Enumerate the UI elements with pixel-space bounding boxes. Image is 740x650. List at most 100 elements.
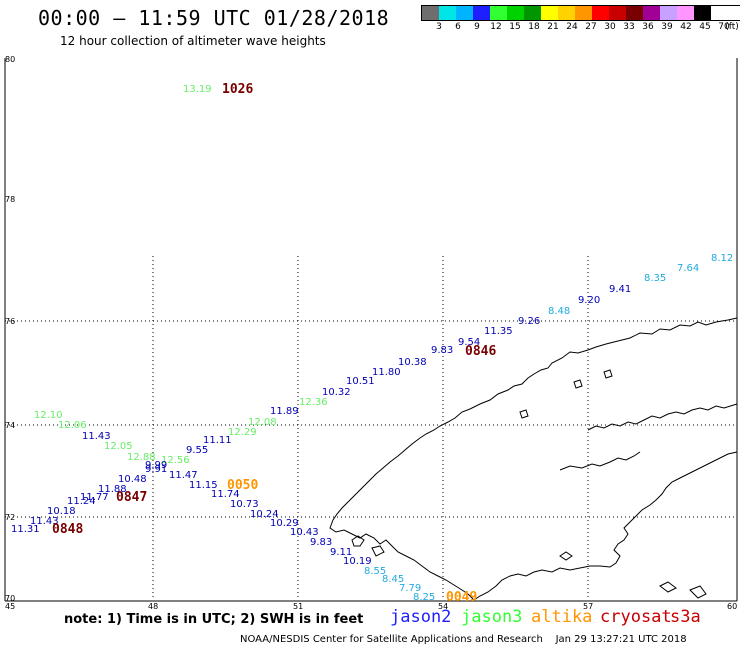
swh-value: 9.83 [310,537,332,548]
colorbar-label: 3 [436,22,442,32]
swh-value: 11.47 [169,470,198,481]
colorbar-label: 6 [455,22,461,32]
legend-altika: altika [531,607,593,627]
colorbar-swatch [507,6,524,20]
colorbar-swatch [677,6,694,20]
swh-value: 11.43 [82,431,111,442]
lon-tick-57: 57 [583,602,593,611]
swh-value: 9.11 [330,547,352,558]
wave-height-colorbar: 3 6 9 12 15 18 21 24 27 30 33 36 39 42 45 70 (ft) [421,5,740,33]
island-3 [559,551,573,561]
colorbar-label: 30 [604,22,616,32]
swh-value: 10.19 [343,556,372,567]
coastline-inner [473,451,738,601]
island-4 [659,581,677,593]
colorbar-swatch [660,6,677,20]
colorbar-label: 36 [642,22,654,32]
pass-time-label: 0848 [52,522,83,537]
swh-value: 8.55 [364,566,386,577]
colorbar-labels: 3 6 9 12 15 18 21 24 27 30 33 36 39 42 45 70 (ft) [421,21,740,33]
swh-value: 11.89 [270,406,299,417]
island-5 [689,585,707,599]
swh-value: 8.12 [711,253,733,264]
swh-value: 9.83 [431,345,453,356]
pass-time-label: 0050 [227,478,258,493]
colorbar-label: (ft) [725,22,739,32]
map-subtitle: 12 hour collection of altimeter wave hei… [60,34,326,48]
colorbar-label: 24 [566,22,578,32]
colorbar-swatch [609,6,626,20]
swh-value: 7.79 [399,583,421,594]
colorbar-label: 33 [623,22,635,32]
swh-value: 10.29 [270,518,299,529]
swh-value: 11.15 [189,480,218,491]
swh-value: 10.32 [322,387,351,398]
swh-value: 10.51 [346,376,375,387]
colorbar-swatch [558,6,575,20]
swh-value: 9.26 [518,316,540,327]
legend-s3a: s3a [670,607,701,627]
swh-value: 11.24 [67,496,96,507]
lat-tick-76: 76 [5,317,15,326]
colorbar-label: 9 [474,22,480,32]
lon-tick-60: 60 [727,602,737,611]
swh-value: 11.77 [80,492,109,503]
swh-value: 12.05 [104,441,133,452]
swh-value: 12.88 [127,452,156,463]
lat-tick-78: 78 [5,195,15,204]
swh-value: 13.19 [183,84,212,95]
colorbar-swatch [524,6,541,20]
island-6 [519,409,529,419]
legend-jason2: jason2 [390,607,452,627]
swh-value: 11.80 [372,367,401,378]
swh-value: 8.35 [644,273,666,284]
legend-cryosat: cryosat [600,607,672,627]
colorbar-label: 39 [661,22,673,32]
swh-value: 7.64 [677,263,699,274]
island-8 [603,369,613,379]
swh-value: 11.35 [484,326,513,337]
swh-value: 10.24 [250,509,279,520]
lat-tick-80: 80 [5,55,15,64]
lon-tick-51: 51 [293,602,303,611]
colorbar-label: 12 [490,22,502,32]
pass-time-label: 0847 [116,490,147,505]
swh-value: 8.48 [548,306,570,317]
pass-time-label: 0049 [446,590,477,605]
swh-value: 10.38 [398,357,427,368]
colorbar-swatch [439,6,456,20]
colorbar-label: 21 [547,22,559,32]
swh-value: 12.29 [228,427,257,438]
swh-value: 11.11 [203,435,232,446]
colorbar-label: 70 [718,22,730,32]
coastline-bay [559,451,641,471]
colorbar-swatch [422,6,439,20]
pass-time-label: 1026 [222,82,253,97]
lat-tick-74: 74 [5,421,15,430]
lat-tick-72: 72 [5,513,15,522]
colorbar-label: 42 [680,22,692,32]
colorbar-swatch [541,6,558,20]
lon-tick-54: 54 [438,602,448,611]
swh-value: 11.88 [98,484,127,495]
credit-line: NOAA/NESDIS Center for Satellite Applica… [240,634,687,645]
colorbar-label: 18 [528,22,540,32]
swh-value: 9.54 [458,337,480,348]
swh-value: 9.91 [145,464,167,475]
colorbar-label: 27 [585,22,597,32]
coastline-fjords [587,403,738,431]
swh-value: 8.25 [413,592,435,603]
colorbar-swatch [575,6,592,20]
legend-jason3: jason3 [461,607,523,627]
lat-tick-70: 70 [5,594,15,603]
swh-value: 10.73 [230,499,259,510]
colorbar-swatch [694,6,711,20]
axis-labels: 45 48 51 54 57 60 80 78 76 74 72 70 [5,55,737,611]
colorbar-swatch [626,6,643,20]
colorbar-label: 15 [509,22,521,32]
footer-note: note: 1) Time is in UTC; 2) SWH is in fe… [64,612,364,627]
colorbar-swatch [473,6,490,20]
lon-tick-45: 45 [5,602,15,611]
